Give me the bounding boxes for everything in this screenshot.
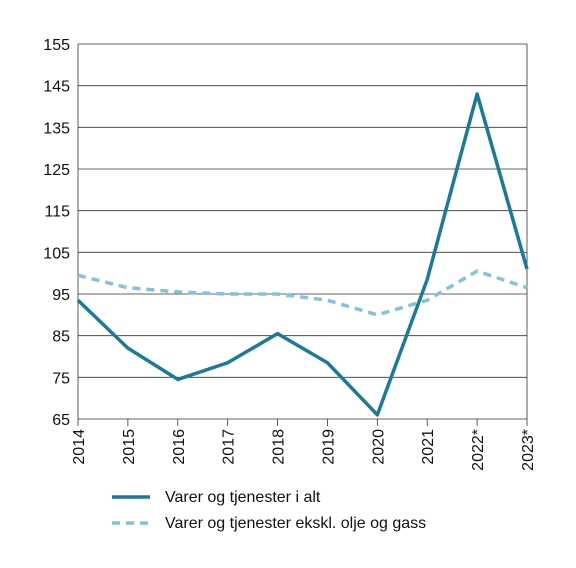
axes <box>77 44 528 419</box>
y-tick-label: 105 <box>43 245 70 262</box>
x-tick-label: 2015 <box>121 429 138 465</box>
series-line-0 <box>76 92 529 417</box>
series-lines <box>76 92 529 417</box>
legend-label-0: Varer og tjenester i alt <box>165 489 321 506</box>
x-tick-label: 2016 <box>171 429 188 465</box>
series-line-1 <box>77 269 528 317</box>
legend-item-0: Varer og tjenester i alt <box>112 489 321 506</box>
y-tick-label: 75 <box>52 370 70 387</box>
x-tick-label: 2017 <box>221 429 238 465</box>
legend: Varer og tjenester i alt Varer og tjenes… <box>112 489 426 532</box>
x-tick-label: 2018 <box>271 429 288 465</box>
x-tick-label: 2014 <box>71 429 88 465</box>
x-axis-ticks: 2014 2015 2016 2017 2018 2019 2020 2021 2022* 202… <box>71 419 537 471</box>
y-tick-label: 85 <box>52 329 70 346</box>
y-tick-label: 155 <box>43 37 70 54</box>
y-tick-label: 125 <box>43 162 70 179</box>
gridlines <box>78 43 527 420</box>
y-tick-label: 145 <box>43 79 70 96</box>
x-tick-label: 2023* <box>520 429 537 471</box>
y-axis-ticks: 65 75 85 95 105 115 125 135 145 155 <box>43 37 70 429</box>
x-tick-label: 2021 <box>420 429 437 465</box>
x-tick-label: 2020 <box>370 429 387 465</box>
x-tick-label: 2022* <box>470 429 487 471</box>
y-tick-label: 65 <box>52 412 70 429</box>
y-tick-label: 95 <box>52 287 70 304</box>
x-tick-label: 2019 <box>320 429 337 465</box>
legend-label-1: Varer og tjenester ekskl. olje og gass <box>165 515 426 532</box>
y-tick-label: 135 <box>43 120 70 137</box>
y-tick-label: 115 <box>44 204 70 221</box>
legend-item-1: Varer og tjenester ekskl. olje og gass <box>112 515 426 532</box>
